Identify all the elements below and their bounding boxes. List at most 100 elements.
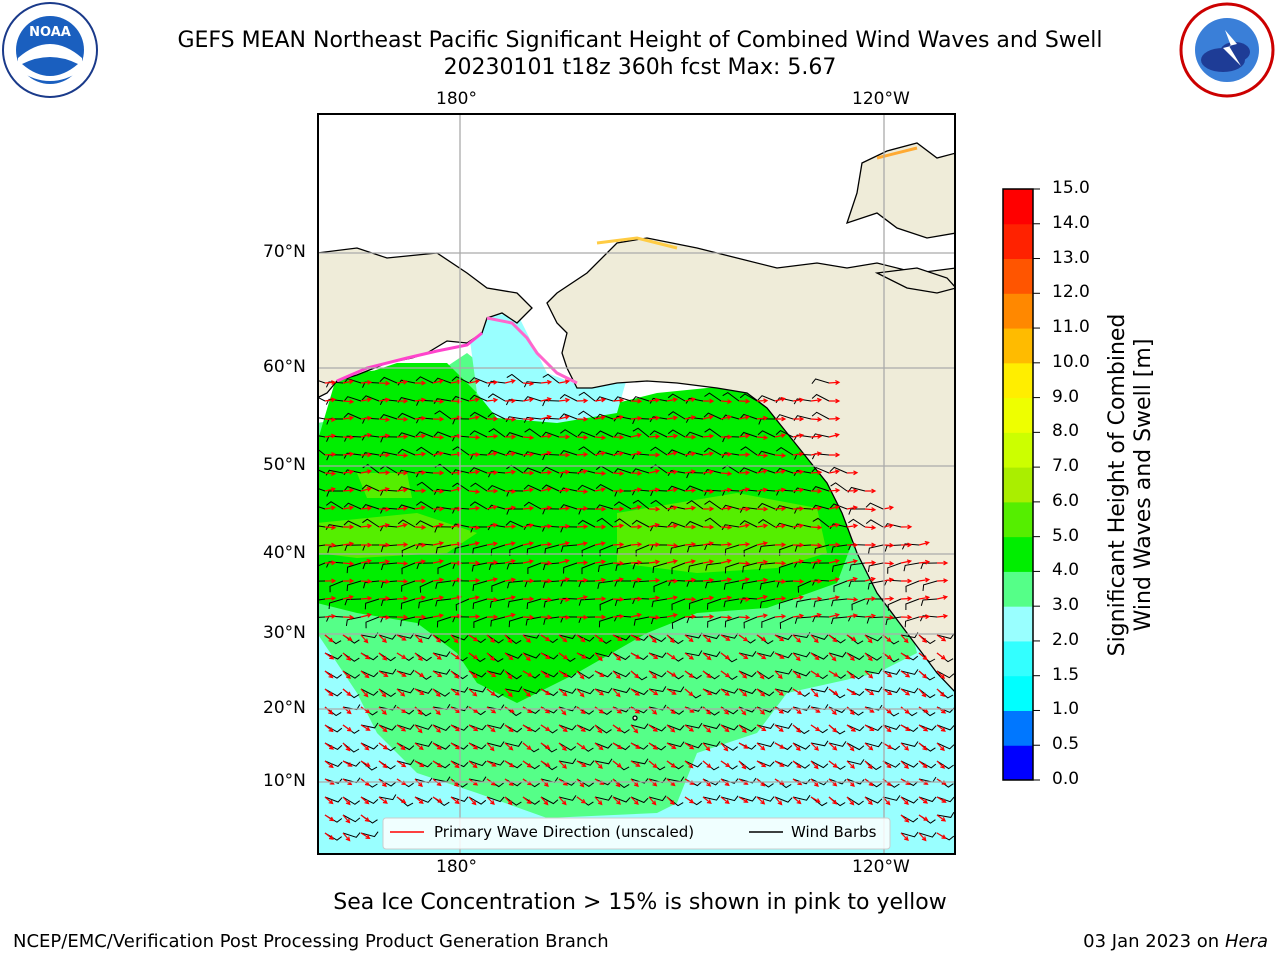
wave-direction-arrow	[324, 595, 337, 601]
wind-barb	[829, 503, 848, 510]
wave-direction-arrow	[630, 742, 641, 749]
wind-barb	[685, 485, 704, 492]
wind-barb	[541, 431, 560, 438]
wave-direction-arrow	[522, 578, 535, 584]
wind-barb	[360, 796, 379, 805]
wave-direction-arrow	[720, 595, 733, 601]
wind-barb	[828, 778, 847, 785]
wind-barb	[380, 562, 398, 571]
wind-barb	[905, 580, 920, 593]
wave-direction-arrow	[468, 505, 481, 511]
wave-direction-arrow	[468, 415, 481, 420]
wind-barb	[487, 485, 506, 492]
colorbar-swatch	[1003, 328, 1033, 364]
wind-barb	[651, 598, 668, 608]
footer-host: Hera	[1224, 931, 1268, 952]
wind-barb	[846, 742, 865, 751]
wind-barb	[378, 778, 397, 787]
wave-direction-arrow	[738, 560, 751, 566]
wind-barb	[560, 544, 578, 552]
wave-direction-arrow	[684, 577, 697, 583]
colorbar-label: Significant Height of Combined Wind Wave…	[1105, 314, 1156, 657]
wave-direction-arrow	[522, 742, 532, 751]
wave-direction-arrow	[792, 796, 802, 805]
wind-barb	[559, 393, 578, 402]
wave-direction-arrow	[342, 415, 355, 421]
wind-barb	[418, 598, 434, 609]
wind-barb	[774, 668, 793, 675]
wave-direction-arrow	[756, 634, 767, 642]
wind-barb	[505, 520, 524, 528]
wave-direction-arrow	[576, 595, 589, 600]
wind-barb	[487, 380, 506, 387]
wave-direction-arrow	[486, 397, 499, 403]
wave-direction-arrow	[324, 417, 337, 422]
colorbar-tick-label: 5.0	[1052, 525, 1080, 546]
wind-barb	[378, 652, 396, 662]
wind-barb	[361, 504, 380, 510]
wind-barb	[432, 634, 450, 644]
wave-direction-arrow	[522, 652, 531, 662]
wave-direction-arrow	[828, 742, 838, 751]
wave-direction-arrow	[846, 596, 859, 602]
wind-barb	[648, 795, 667, 802]
wave-direction-arrow	[720, 688, 730, 696]
wind-barb	[882, 687, 901, 694]
wave-direction-arrow	[468, 760, 478, 769]
wave-direction-arrow	[648, 559, 661, 565]
wind-barb	[576, 724, 595, 732]
map-frame	[317, 113, 956, 855]
wave-direction-arrow	[792, 724, 802, 733]
wave-direction-arrow	[936, 670, 946, 680]
wind-barb	[542, 562, 560, 571]
wave-direction-arrow	[810, 505, 823, 511]
wave-direction-arrow	[828, 688, 839, 696]
wave-direction-arrow	[414, 760, 425, 768]
wave-direction-arrow	[504, 670, 513, 680]
wave-direction-arrow	[828, 432, 840, 438]
wave-direction-arrow	[486, 742, 495, 752]
wave-direction-arrow	[594, 760, 603, 769]
wave-direction-arrow	[918, 724, 929, 732]
wind-barb	[397, 486, 416, 492]
wave-direction-arrow	[468, 724, 479, 732]
wind-barb	[560, 429, 578, 438]
wave-direction-arrow	[864, 670, 874, 679]
wind-barb	[558, 688, 577, 694]
landmass	[318, 142, 955, 721]
wave-direction-arrow	[504, 724, 514, 733]
wave-direction-arrow	[540, 523, 553, 529]
wave-direction-arrow	[702, 541, 715, 546]
wind-barb	[361, 484, 380, 492]
wave-direction-arrow	[774, 396, 786, 402]
wind-barb	[833, 580, 848, 593]
wave-direction-arrow	[756, 613, 769, 619]
wave-direction-arrow	[576, 742, 587, 750]
wind-barb	[434, 410, 452, 420]
wave-direction-arrow	[918, 742, 928, 751]
wind-barb	[450, 796, 469, 802]
wave-direction-arrow	[774, 634, 785, 642]
wind-barb	[613, 396, 632, 402]
wave-direction-arrow	[774, 560, 787, 566]
wind-barb	[504, 796, 522, 806]
wind-barb	[543, 598, 560, 608]
wind-barb	[361, 452, 380, 459]
wave-direction-arrow	[900, 652, 911, 660]
wind-barb	[594, 687, 613, 694]
wave-direction-arrow	[648, 522, 660, 528]
wave-direction-arrow	[684, 634, 694, 643]
wind-barb	[810, 652, 829, 660]
wave-direction-arrow	[540, 614, 553, 620]
wave-direction-arrow	[630, 560, 643, 565]
wave-direction-arrow	[612, 488, 625, 494]
wind-barb	[486, 669, 505, 675]
wind-barb	[666, 634, 684, 645]
wave-direction-arrow	[576, 488, 589, 494]
wave-direction-arrow	[792, 634, 802, 643]
wave-direction-arrow	[900, 832, 909, 841]
wind-barb	[793, 523, 812, 530]
wind-barb	[504, 652, 523, 659]
wind-barb	[812, 562, 830, 569]
wind-barb	[452, 482, 470, 492]
